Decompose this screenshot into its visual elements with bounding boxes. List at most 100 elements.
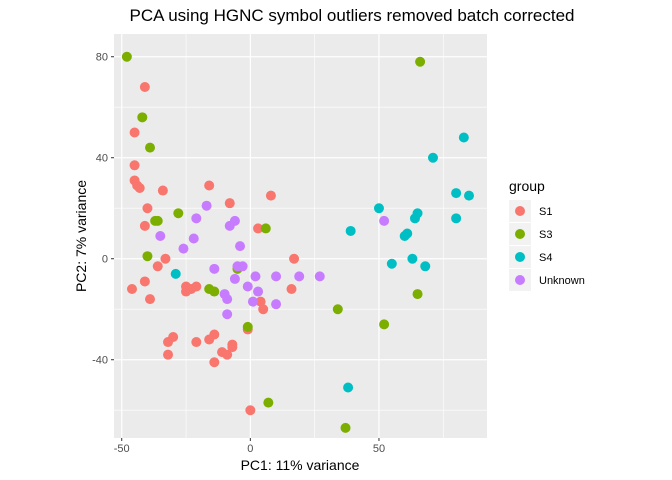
data-point-s3 (152, 215, 163, 226)
data-point-s1 (265, 190, 276, 201)
legend-key-unknown (515, 275, 525, 285)
data-point-s1 (139, 220, 150, 231)
data-point-s1 (227, 342, 238, 353)
data-point-unknown (235, 241, 246, 252)
data-point-s4 (409, 213, 420, 224)
legend-key-s1 (515, 206, 525, 216)
data-point-unknown (188, 233, 199, 244)
data-point-s1 (142, 203, 153, 214)
x-tick-label: 0 (247, 443, 253, 455)
data-point-unknown (222, 309, 233, 320)
data-point-s4 (451, 213, 462, 224)
data-point-s4 (420, 261, 431, 272)
data-point-unknown (294, 271, 305, 282)
data-point-unknown (271, 271, 282, 282)
legend: group S1 S3 S4 Unknown (509, 178, 585, 291)
data-point-s1 (152, 261, 163, 272)
y-tick-label: 80 (96, 52, 108, 64)
data-point-unknown (224, 220, 235, 231)
axis-ticks: -50 0 50 -40 0 40 80 (92, 52, 385, 455)
x-axis-title: PC1: 11% variance (241, 457, 360, 473)
data-point-s1 (224, 198, 235, 209)
data-point-s3 (415, 56, 426, 67)
data-point-s1 (139, 276, 150, 287)
data-point-s1 (245, 405, 256, 416)
data-point-unknown (201, 200, 212, 211)
data-point-s1 (157, 185, 168, 196)
data-point-s3 (242, 321, 253, 332)
data-point-s4 (386, 258, 397, 269)
data-point-unknown (229, 273, 240, 284)
data-point-unknown (178, 243, 189, 254)
data-point-s4 (427, 152, 438, 163)
data-point-s4 (345, 225, 356, 236)
data-point-s3 (137, 112, 148, 123)
data-point-s4 (458, 132, 469, 143)
data-point-s1 (127, 284, 138, 295)
data-point-s1 (145, 294, 156, 305)
data-point-s3 (173, 208, 184, 219)
legend-key-s4 (515, 252, 525, 262)
legend-label-s1: S1 (539, 206, 552, 218)
data-point-unknown (271, 299, 282, 310)
data-point-s3 (145, 142, 156, 153)
data-point-s1 (222, 349, 233, 360)
data-points (121, 51, 474, 433)
data-point-s3 (263, 397, 274, 408)
legend-title: group (509, 178, 545, 194)
x-tick-label: -50 (114, 443, 130, 455)
data-point-s1 (163, 349, 174, 360)
data-point-s1 (163, 337, 174, 348)
data-point-s1 (191, 281, 202, 292)
data-point-s1 (129, 160, 140, 171)
data-point-s1 (134, 183, 145, 194)
y-tick-label: 40 (96, 153, 108, 165)
data-point-s3 (260, 223, 271, 234)
data-point-s4 (407, 253, 418, 264)
data-point-s1 (255, 296, 266, 307)
data-point-s4 (343, 382, 354, 393)
data-point-s3 (209, 286, 220, 297)
y-tick-label: -40 (92, 355, 108, 367)
data-point-s3 (412, 289, 423, 300)
data-point-s1 (253, 223, 264, 234)
data-point-s1 (258, 304, 269, 315)
data-point-s1 (129, 127, 140, 138)
legend-label-s3: S3 (539, 229, 552, 241)
legend-label-s4: S4 (539, 252, 552, 264)
data-point-s3 (142, 251, 153, 262)
data-point-s4 (451, 188, 462, 199)
plot-panel (114, 34, 487, 438)
y-tick-label: 0 (102, 254, 108, 266)
data-point-s4 (373, 203, 384, 214)
data-point-unknown (253, 286, 264, 297)
data-point-s1 (160, 253, 171, 264)
data-point-s3 (332, 304, 343, 315)
data-point-unknown (379, 215, 390, 226)
data-point-s1 (286, 284, 297, 295)
data-point-s1 (181, 281, 192, 292)
grid-lines (114, 34, 487, 438)
data-point-s3 (379, 319, 390, 330)
data-point-s4 (399, 231, 410, 241)
data-point-s1 (209, 329, 220, 340)
data-point-s1 (191, 337, 202, 348)
data-point-unknown (242, 281, 253, 292)
y-axis-title: PC2: 7% variance (73, 180, 89, 292)
data-point-s3 (121, 51, 132, 62)
data-point-s1 (289, 253, 300, 264)
data-point-s4 (463, 190, 474, 201)
data-point-unknown (191, 213, 202, 224)
x-tick-label: 50 (373, 443, 385, 455)
data-point-unknown (222, 294, 233, 305)
data-point-unknown (209, 263, 220, 274)
data-point-s1 (209, 357, 220, 368)
chart-title: PCA using HGNC symbol outliers removed b… (129, 6, 574, 25)
data-point-unknown (155, 231, 166, 241)
data-point-s1 (139, 82, 150, 93)
data-point-unknown (237, 261, 248, 272)
legend-label-unknown: Unknown (539, 275, 585, 287)
data-point-s4 (170, 268, 181, 279)
